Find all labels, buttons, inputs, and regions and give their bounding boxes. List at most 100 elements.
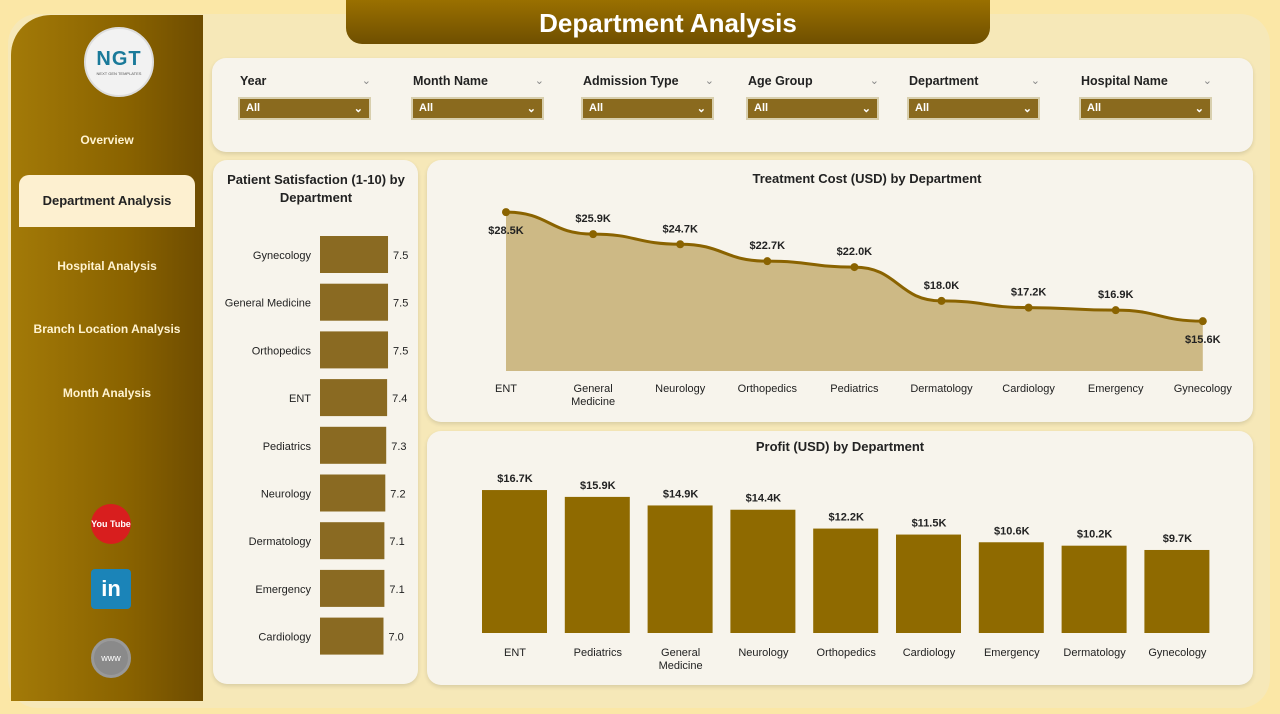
category-label: Pediatrics [263,441,312,453]
cost-point [589,230,598,239]
filter-label-text: Month Name [413,74,488,88]
filter-dropdown[interactable]: All ⌄ [1079,97,1212,120]
profit-bar [730,509,796,633]
youtube-icon[interactable]: You Tube [91,504,131,544]
x-tick-label: General [661,647,700,659]
data-label: $12.2K [828,512,864,524]
chevron-down-icon[interactable]: ⌄ [704,75,714,87]
profit-bar [564,496,630,633]
satisfaction-bar [320,236,389,273]
x-tick-label: Neurology [738,647,789,659]
chevron-down-icon[interactable]: ⌄ [869,75,879,87]
filter-value: All [915,102,930,114]
data-label: $14.9K [663,488,699,500]
satisfaction-bar [320,379,388,417]
category-label: Neurology [261,489,312,501]
filter-age-group: Age Group ⌄ All ⌄ [746,74,879,120]
data-label: 7.1 [389,584,404,596]
filter-value: All [589,102,604,114]
linkedin-icon[interactable]: in [91,569,131,609]
website-globe-icon[interactable]: www [91,638,131,678]
profit-chart: $16.7K ENT $15.9K Pediatrics $14.9K GeneralMe… [482,473,1210,672]
data-label: $16.7K [497,473,533,485]
filter-label-text: Year [240,74,267,88]
profit-title: Profit (USD) by Department [755,439,925,454]
category-label: Dermatology [249,536,312,548]
chevron-down-icon: ⌄ [353,103,363,115]
filter-dropdown[interactable]: All ⌄ [238,97,371,120]
data-label: 7.1 [389,536,404,548]
filter-dropdown[interactable]: All ⌄ [907,97,1040,120]
data-label: $25.9K [575,213,611,225]
treatment-cost-title: Treatment Cost (USD) by Department [752,171,982,186]
data-label: 7.5 [393,298,408,310]
satisfaction-bar [320,331,389,369]
filter-value: All [419,102,434,114]
chevron-down-icon[interactable]: ⌄ [1030,75,1040,87]
data-label: $17.2K [1011,287,1047,299]
filter-label: Age Group ⌄ [746,74,879,88]
chevron-down-icon[interactable]: ⌄ [534,75,544,87]
category-label: General Medicine [225,298,311,310]
chevron-down-icon: ⌄ [696,103,706,115]
chevron-down-icon: ⌄ [1022,103,1032,115]
cost-point [850,263,859,272]
x-tick-label: Cardiology [903,647,956,659]
filter-label: Month Name ⌄ [411,74,544,88]
nav-overview[interactable]: Overview [80,133,134,147]
data-label: $24.7K [662,223,698,235]
profit-bar [482,490,547,633]
nav-hospital-analysis[interactable]: Hospital Analysis [57,259,157,273]
filter-dropdown[interactable]: All ⌄ [411,97,544,120]
filter-month-name: Month Name ⌄ All ⌄ [411,74,544,120]
data-label: $22.0K [837,246,873,258]
category-label: Cardiology [258,632,311,644]
filter-label-text: Department [909,74,979,88]
x-tick-label: Dermatology [1063,647,1126,659]
nav-branch-location-analysis[interactable]: Branch Location Analysis [33,322,181,336]
chevron-down-icon[interactable]: ⌄ [1202,75,1212,87]
category-label: ENT [289,393,311,405]
data-label: 7.2 [390,489,405,501]
cost-point [937,296,946,305]
satisfaction-chart: Gynecology 7.5 General Medicine 7.5 Orthoped… [225,236,408,655]
profit-bar [647,505,713,633]
data-label: 7.4 [392,393,407,405]
satisfaction-bar [320,426,387,464]
filter-label-text: Hospital Name [1081,74,1168,88]
filter-department: Department ⌄ All ⌄ [907,74,1040,120]
x-tick-label: Neurology [655,383,706,395]
profit-bar [813,528,879,633]
nav-department-analysis[interactable]: Department Analysis [19,175,195,227]
satisfaction-bar [320,283,389,321]
data-label: $9.7K [1163,533,1192,545]
data-label: $16.9K [1098,289,1134,301]
category-label: Emergency [255,584,311,596]
filter-dropdown[interactable]: All ⌄ [581,97,714,120]
category-label: Gynecology [253,250,312,262]
filter-value: All [754,102,769,114]
x-tick-label: Emergency [1088,383,1144,395]
profit-bar [896,534,961,633]
filter-value: All [246,102,261,114]
filter-label: Hospital Name ⌄ [1079,74,1212,88]
filter-dropdown[interactable]: All ⌄ [746,97,879,120]
satisfaction-bar [320,617,384,655]
data-label: $15.9K [580,480,616,492]
filter-label: Admission Type ⌄ [581,74,714,88]
cost-point [1198,317,1207,326]
sidebar: NGT NEXT GEN TEMPLATES [11,15,203,701]
x-tick-label: General [574,383,613,395]
profit-bar [1061,545,1127,633]
x-tick-label: Medicine [659,660,703,672]
data-label: 7.5 [393,250,408,262]
chevron-down-icon: ⌄ [1194,103,1204,115]
satisfaction-title: Patient Satisfaction (1-10) by Departmen… [227,172,405,205]
x-tick-label: Pediatrics [830,383,879,395]
chevron-down-icon[interactable]: ⌄ [361,75,371,87]
x-tick-label: Orthopedics [738,383,798,395]
profit-bar [1144,549,1210,633]
x-tick-label: Cardiology [1002,383,1055,395]
nav-month-analysis[interactable]: Month Analysis [62,386,152,400]
